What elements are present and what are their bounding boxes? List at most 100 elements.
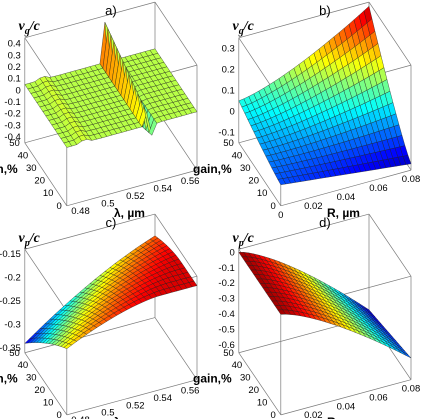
gain-tick-label: 20 [248, 176, 259, 187]
surface-mesh [238, 5, 412, 185]
panel-title: b) [319, 3, 331, 18]
box-edge [238, 142, 282, 206]
x-tick-label: 0.48 [71, 206, 90, 217]
z-tick-label: -0.3 [4, 320, 20, 331]
gain-tick-label: 10 [43, 188, 54, 199]
box-edge [238, 1, 370, 39]
z-tick-label: 0.3 [222, 43, 235, 54]
box-edge [154, 317, 198, 380]
x-axis-label: λ, µm [114, 415, 145, 419]
z-tick-label: 0 [230, 106, 235, 117]
z-tick-label: 0 [230, 247, 235, 258]
gain-axis-label: gain,% [0, 162, 18, 176]
gain-tick-label: 20 [34, 385, 45, 396]
z-tick-label: -0.2 [4, 109, 20, 120]
x-tick-label: 0.02 [304, 201, 323, 212]
z-tick-label: 0.4 [8, 39, 21, 50]
surface-patch [188, 107, 198, 114]
gain-tick-label: 20 [248, 385, 259, 396]
gain-axis-label: gain,% [193, 162, 232, 176]
x-axis-label: R, µm [327, 206, 360, 220]
box-edge [280, 379, 412, 416]
gain-tick-label: 30 [240, 373, 251, 384]
x-tick-label: 0.52 [126, 191, 145, 202]
box-edge [24, 317, 156, 354]
x-tick-label: 0.5 [101, 408, 114, 419]
box-edge [368, 1, 412, 66]
z-tick-label: -0.15 [0, 249, 21, 260]
z-tick-label: -0.1 [4, 97, 20, 108]
box-edge [24, 352, 68, 416]
x-tick-label: 0.06 [369, 392, 388, 403]
box-edge [238, 352, 282, 416]
z-axis-label: vg/c [19, 19, 41, 37]
z-axis-label: vp/c [233, 231, 255, 249]
box-edge [368, 213, 412, 277]
box-edge [24, 1, 156, 39]
x-tick-label: 0.08 [402, 384, 421, 395]
x-tick-label: 0.54 [153, 393, 172, 404]
z-tick-label: -0.3 [218, 294, 234, 305]
z-tick-label: 0.1 [222, 85, 235, 96]
z-axis-label: vp/c [19, 231, 41, 249]
x-tick-label: 0.56 [181, 386, 200, 397]
box-edge [66, 379, 198, 416]
box-edge [66, 169, 198, 207]
gain-tick-label: 30 [240, 163, 251, 174]
x-tick-label: 0.5 [101, 199, 114, 210]
box-edge [24, 213, 156, 250]
x-tick-label: 0.08 [402, 174, 421, 185]
gain-axis-label: gain,% [0, 372, 18, 386]
z-tick-label: -0.4 [4, 132, 20, 143]
gain-tick-label: 0 [57, 410, 62, 419]
z-tick-label: 0.3 [8, 50, 21, 61]
z-tick-label: -0.25 [0, 296, 21, 307]
z-tick-label: 0 [16, 85, 21, 96]
x-axis-label: R, µm [327, 415, 360, 419]
panel-a: a)vg/c0.40.30.20.10-0.1-0.2-0.3-0.401020… [0, 1, 200, 220]
surface-patch [402, 155, 412, 165]
x-tick-label: 0.56 [181, 176, 200, 187]
x-tick-label: 0.04 [337, 192, 356, 203]
surface-patch [188, 280, 198, 288]
x-tick-label: 0.48 [71, 415, 90, 419]
gain-tick-label: 40 [18, 360, 29, 371]
box-edge [24, 142, 68, 206]
x-tick-label: 0.54 [153, 183, 172, 194]
x-tick-label: 0.02 [304, 410, 323, 419]
gain-tick-label: 30 [26, 373, 37, 384]
gain-tick-label: 50 [9, 138, 20, 149]
panel-title: d) [319, 215, 331, 230]
panel-d: d)vp/c0-0.1-0.2-0.3-0.4-0.5-0.6010203040… [193, 213, 421, 419]
panel-title: c) [105, 215, 116, 230]
x-axis-label: λ, µm [114, 206, 145, 220]
x-tick-label: 0.06 [369, 183, 388, 194]
surface-mesh [24, 235, 198, 349]
gain-tick-label: 10 [257, 397, 268, 408]
z-axis-label: vg/c [233, 19, 255, 37]
z-tick-label: -0.2 [218, 278, 234, 289]
box-edge [154, 1, 198, 66]
gain-tick-label: 50 [223, 348, 234, 359]
z-tick-label: -0.4 [218, 309, 234, 320]
z-tick-label: -0.3 [4, 120, 20, 131]
gain-tick-label: 0 [271, 410, 276, 419]
gain-tick-label: 20 [34, 176, 45, 187]
z-tick-label: -0.1 [218, 263, 234, 274]
z-tick-label: 0.1 [8, 74, 21, 85]
z-tick-label: -0.2 [4, 272, 20, 283]
z-tick-label: -0.35 [0, 343, 21, 354]
box-edge [24, 249, 68, 312]
z-tick-label: -0.5 [218, 325, 234, 336]
gain-tick-label: 50 [9, 348, 20, 359]
x-tick-label: 0.52 [126, 400, 145, 411]
box-edge [238, 213, 370, 250]
surface-mesh [238, 252, 412, 359]
z-tick-label: -0.1 [218, 127, 234, 138]
box-edge [280, 169, 412, 207]
z-tick-label: -0.6 [218, 340, 234, 351]
gain-tick-label: 50 [223, 138, 234, 149]
x-tick-label: 0.04 [337, 401, 356, 412]
